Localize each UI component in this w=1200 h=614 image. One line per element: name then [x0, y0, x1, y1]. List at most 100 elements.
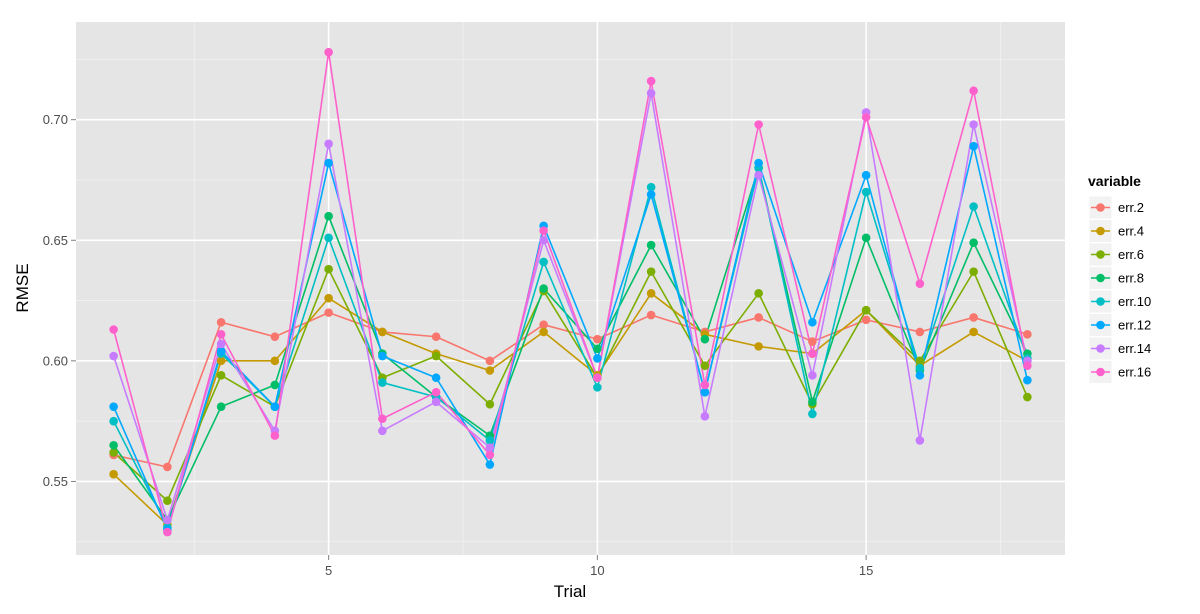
data-point-err-16 [646, 76, 656, 86]
data-point-err-16 [1023, 361, 1032, 370]
data-point-err-16 [700, 380, 710, 390]
data-point-err-14 [216, 339, 226, 349]
x-tick-label: 15 [859, 563, 873, 578]
data-point-err-12 [109, 402, 118, 411]
data-point-err-4 [324, 293, 333, 303]
data-point-err-8 [969, 238, 978, 247]
legend-item-err-8: err.8 [1088, 266, 1144, 290]
data-point-err-8 [270, 380, 280, 390]
data-point-err-2 [754, 313, 763, 322]
data-point-err-10 [539, 257, 548, 267]
legend-item-err-16: err.16 [1088, 360, 1151, 384]
data-point-err-8 [646, 240, 656, 250]
data-point-err-14 [378, 426, 387, 436]
data-point-err-12 [593, 354, 602, 363]
data-point-err-14 [808, 371, 817, 380]
data-point-err-6 [109, 448, 118, 457]
data-point-err-8 [808, 397, 817, 407]
data-point-err-12 [216, 346, 226, 356]
data-point-err-6 [324, 264, 333, 274]
series-line-err-16 [112, 51, 1029, 533]
data-point-err-2 [593, 334, 602, 344]
legend-label: err.10 [1118, 294, 1151, 309]
data-point-err-16 [915, 279, 925, 288]
data-point-err-2 [324, 308, 333, 317]
legend-title: variable [1088, 173, 1141, 189]
y-tick-label: 0.55 [43, 474, 68, 489]
legend-item-err-14: err.14 [1088, 336, 1151, 361]
legend-label: err.8 [1118, 271, 1144, 286]
data-point-err-16 [861, 112, 871, 122]
data-point-err-14 [109, 351, 118, 361]
y-tick-label: 0.60 [43, 353, 68, 368]
data-point-err-16 [969, 86, 978, 96]
data-point-err-16 [431, 387, 441, 397]
data-point-err-12 [915, 371, 925, 380]
data-point-err-6 [915, 356, 925, 366]
data-point-err-6 [163, 496, 172, 506]
series-lines [112, 51, 1029, 533]
series-points [109, 47, 1032, 537]
data-point-err-16 [163, 527, 172, 537]
data-point-err-6 [1023, 392, 1032, 402]
legend: variable err.2 err.4 err.6 err.8 err.10 err.1… [1088, 173, 1151, 384]
legend-label: err.12 [1118, 318, 1151, 333]
data-point-err-6 [700, 361, 710, 370]
data-point-err-2 [163, 462, 172, 472]
legend-key-point [1096, 344, 1105, 353]
data-point-err-6 [646, 267, 656, 276]
data-point-err-8 [324, 211, 333, 221]
data-point-err-12 [754, 158, 763, 168]
series-line-err-14 [112, 92, 1029, 521]
series-line-err-2 [113, 311, 1028, 468]
data-point-err-10 [593, 383, 602, 392]
data-point-err-14 [700, 412, 710, 421]
y-axis: 0.55 0.60 0.65 0.70 [43, 112, 76, 489]
legend-key-point [1096, 320, 1105, 330]
data-point-err-14 [754, 170, 763, 180]
legend-label: err.16 [1118, 365, 1151, 380]
data-point-err-6 [216, 371, 226, 380]
legend-key-point [1096, 203, 1105, 212]
data-point-err-12 [431, 373, 441, 383]
legend-key-point [1096, 250, 1105, 259]
data-point-err-16 [808, 349, 817, 358]
data-point-err-12 [324, 158, 333, 168]
data-point-err-14 [915, 436, 925, 445]
data-point-err-10 [969, 202, 978, 211]
data-point-err-12 [969, 141, 978, 151]
data-point-err-16 [593, 373, 602, 383]
data-point-err-14 [539, 235, 548, 245]
data-point-err-4 [485, 366, 495, 375]
data-point-err-10 [861, 187, 871, 197]
data-point-err-2 [969, 313, 978, 322]
data-point-err-14 [431, 397, 441, 407]
data-point-err-12 [378, 351, 387, 361]
y-tick-label: 0.65 [43, 233, 68, 248]
data-point-err-4 [270, 356, 280, 366]
data-point-err-2 [646, 310, 656, 320]
data-point-err-16 [378, 414, 387, 424]
data-point-err-12 [1023, 375, 1032, 385]
data-point-err-12 [270, 402, 280, 411]
data-point-err-4 [754, 342, 763, 351]
data-point-err-16 [539, 226, 548, 235]
data-point-err-16 [270, 431, 280, 440]
data-point-err-4 [539, 327, 548, 337]
data-point-err-4 [646, 289, 656, 298]
data-point-err-14 [646, 88, 656, 98]
data-point-err-4 [216, 356, 226, 366]
data-point-err-2 [431, 332, 441, 342]
legend-item-err-10: err.10 [1088, 289, 1151, 314]
data-point-err-4 [378, 327, 387, 337]
data-point-err-10 [324, 233, 333, 243]
data-point-err-12 [861, 170, 871, 180]
data-point-err-8 [539, 284, 548, 293]
legend-label: err.6 [1118, 247, 1144, 262]
x-axis-title: Trial [554, 582, 586, 601]
data-point-err-8 [861, 233, 871, 243]
data-point-err-10 [378, 378, 387, 387]
legend-key-point [1096, 273, 1105, 283]
data-point-err-6 [861, 305, 871, 315]
